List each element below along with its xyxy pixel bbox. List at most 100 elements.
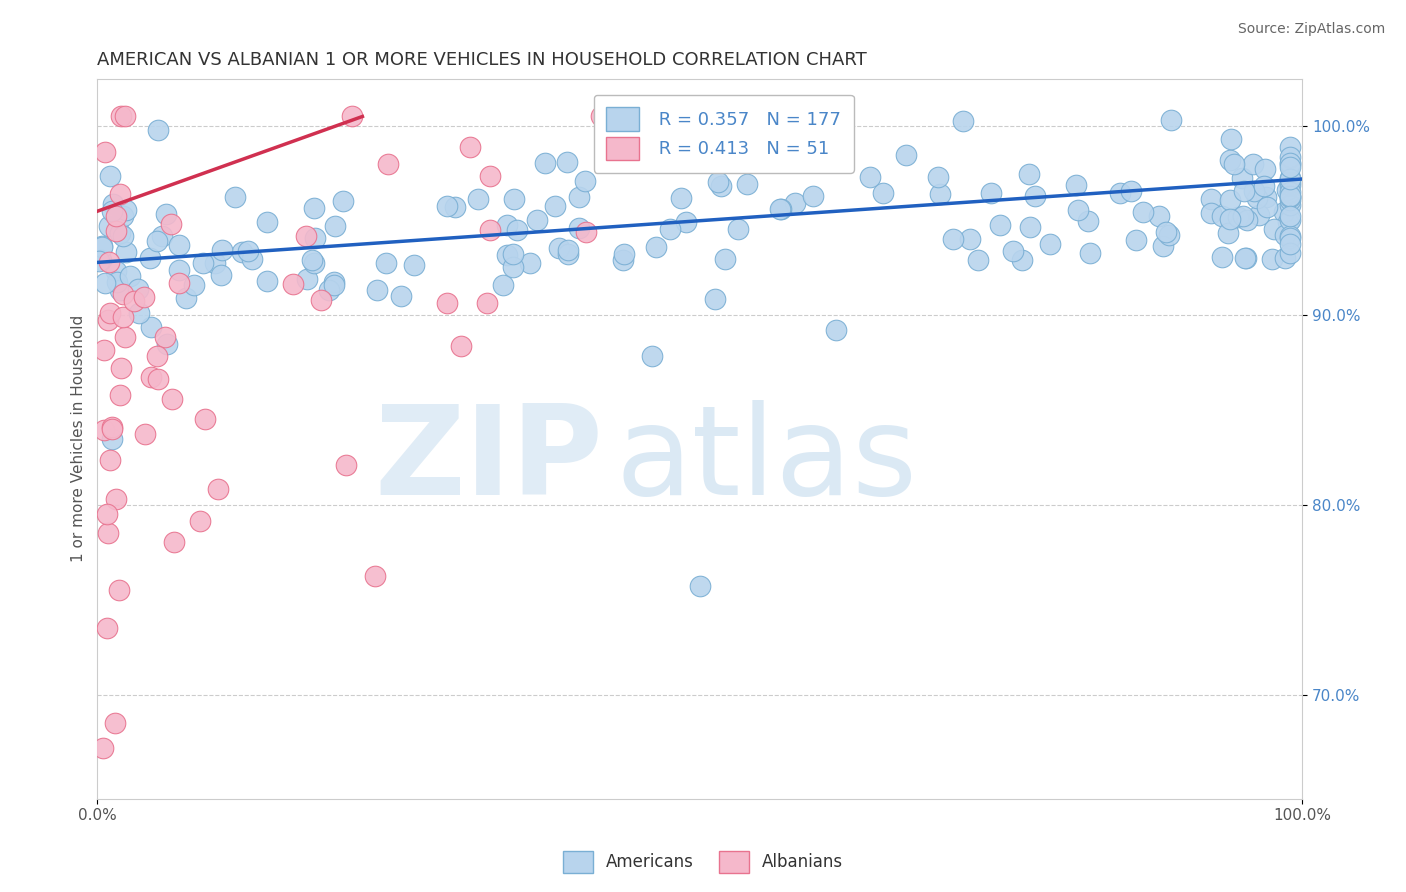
Point bbox=[658, 222, 681, 236]
Point bbox=[1279, 175, 1302, 189]
Point bbox=[90, 239, 112, 253]
Point bbox=[340, 110, 363, 124]
Point bbox=[502, 247, 524, 261]
Point bbox=[612, 252, 634, 267]
Point bbox=[478, 169, 501, 184]
Point bbox=[104, 491, 127, 506]
Point bbox=[1232, 209, 1254, 223]
Point bbox=[1219, 153, 1241, 168]
Point bbox=[364, 569, 387, 583]
Point bbox=[988, 218, 1011, 232]
Point bbox=[1246, 191, 1268, 205]
Point bbox=[231, 245, 253, 260]
Point bbox=[1121, 184, 1143, 198]
Point bbox=[323, 277, 346, 292]
Point bbox=[302, 256, 325, 270]
Point bbox=[104, 224, 127, 238]
Point bbox=[534, 156, 557, 170]
Point bbox=[1279, 185, 1302, 199]
Point bbox=[193, 256, 215, 270]
Point bbox=[115, 202, 138, 217]
Point bbox=[224, 190, 246, 204]
Point bbox=[194, 412, 217, 426]
Point bbox=[613, 247, 636, 261]
Point bbox=[134, 427, 156, 442]
Point bbox=[707, 175, 730, 189]
Point bbox=[872, 186, 894, 201]
Point bbox=[710, 179, 733, 194]
Point bbox=[374, 256, 396, 270]
Point bbox=[318, 284, 340, 298]
Point bbox=[377, 157, 399, 171]
Point bbox=[160, 218, 183, 232]
Point bbox=[148, 123, 170, 137]
Point bbox=[1256, 200, 1278, 214]
Point bbox=[641, 349, 664, 363]
Point bbox=[704, 292, 727, 306]
Point bbox=[98, 453, 121, 467]
Point bbox=[1279, 161, 1302, 175]
Point bbox=[727, 221, 749, 235]
Point bbox=[204, 255, 226, 269]
Point bbox=[1279, 188, 1302, 202]
Point bbox=[801, 189, 824, 203]
Point bbox=[1253, 179, 1275, 194]
Point bbox=[1279, 178, 1302, 192]
Point bbox=[332, 194, 354, 208]
Point bbox=[544, 199, 567, 213]
Point bbox=[645, 240, 668, 254]
Point bbox=[1011, 252, 1033, 267]
Point bbox=[1279, 193, 1302, 207]
Text: Source: ZipAtlas.com: Source: ZipAtlas.com bbox=[1237, 22, 1385, 37]
Point bbox=[503, 192, 526, 206]
Point bbox=[1234, 252, 1257, 266]
Point bbox=[1279, 170, 1302, 185]
Point bbox=[896, 148, 918, 162]
Point bbox=[97, 313, 120, 327]
Point bbox=[555, 154, 578, 169]
Point bbox=[495, 248, 517, 262]
Point bbox=[167, 276, 190, 290]
Point bbox=[1279, 213, 1302, 227]
Point bbox=[966, 252, 988, 267]
Point bbox=[110, 284, 132, 298]
Point bbox=[256, 274, 278, 288]
Point bbox=[1274, 251, 1296, 265]
Point bbox=[94, 145, 117, 160]
Point bbox=[519, 256, 541, 270]
Point bbox=[120, 268, 142, 283]
Point bbox=[557, 247, 579, 261]
Point bbox=[146, 372, 169, 386]
Point bbox=[96, 621, 118, 635]
Point bbox=[155, 207, 177, 221]
Point bbox=[1279, 229, 1302, 244]
Legend: Americans, Albanians: Americans, Albanians bbox=[555, 845, 851, 880]
Point bbox=[927, 169, 949, 184]
Point bbox=[104, 209, 127, 223]
Point bbox=[1125, 234, 1147, 248]
Point bbox=[98, 219, 121, 233]
Point bbox=[1277, 215, 1299, 229]
Point bbox=[402, 258, 425, 272]
Point bbox=[1222, 157, 1244, 171]
Point bbox=[139, 251, 162, 265]
Point bbox=[281, 277, 304, 292]
Point bbox=[1279, 140, 1302, 154]
Point bbox=[209, 268, 232, 283]
Point bbox=[1263, 222, 1285, 236]
Point bbox=[98, 306, 121, 320]
Point bbox=[127, 282, 149, 296]
Point bbox=[1001, 244, 1024, 258]
Point bbox=[93, 740, 115, 755]
Point bbox=[91, 240, 114, 254]
Point bbox=[110, 360, 132, 375]
Point bbox=[1152, 239, 1174, 253]
Point bbox=[1230, 171, 1253, 186]
Point bbox=[110, 110, 132, 124]
Point bbox=[479, 223, 502, 237]
Point bbox=[115, 244, 138, 259]
Point bbox=[110, 388, 132, 402]
Point bbox=[323, 276, 346, 290]
Point bbox=[105, 276, 128, 290]
Point bbox=[475, 295, 498, 310]
